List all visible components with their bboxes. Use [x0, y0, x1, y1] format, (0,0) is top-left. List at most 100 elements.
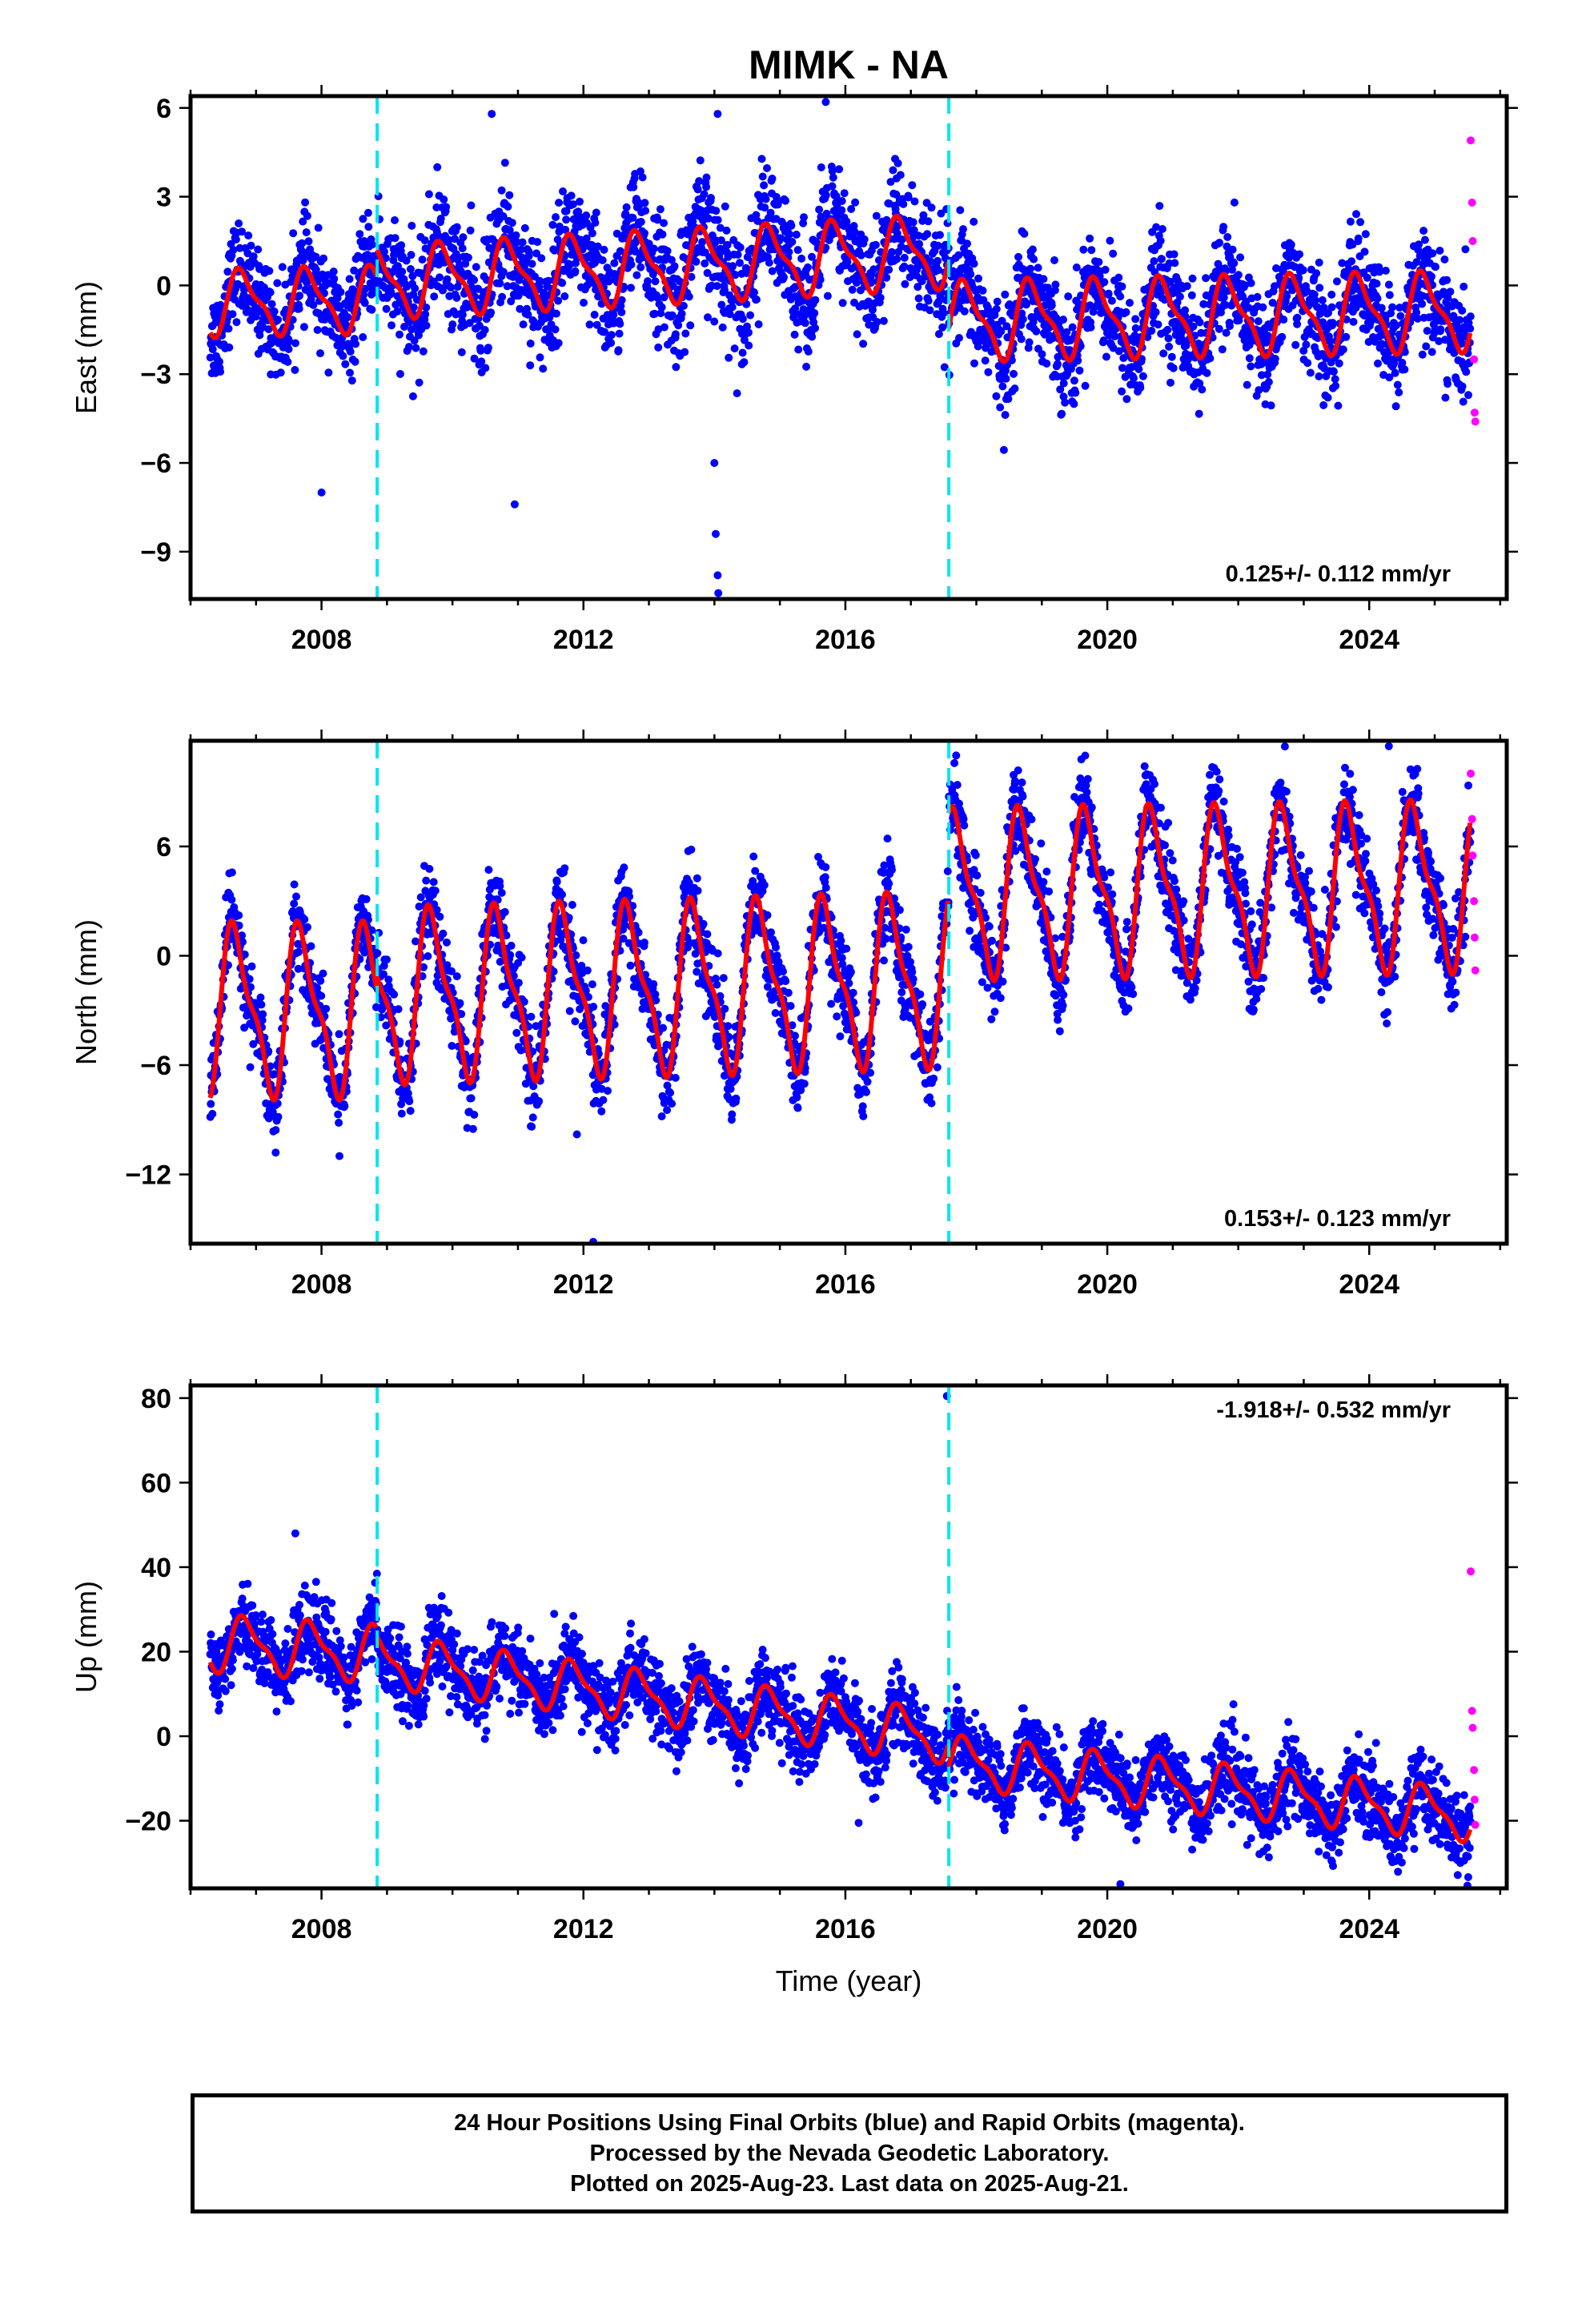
- final-orbit-point: [1458, 382, 1467, 391]
- final-orbit-point: [425, 865, 434, 873]
- final-orbit-point: [422, 304, 431, 312]
- final-orbit-point: [934, 241, 942, 250]
- final-orbit-point: [1428, 249, 1437, 258]
- final-orbit-point: [909, 226, 918, 235]
- final-orbit-point: [671, 1073, 680, 1082]
- final-orbit-point: [303, 923, 311, 931]
- final-orbit-point: [1303, 359, 1312, 368]
- final-orbit-point: [1431, 263, 1439, 271]
- final-orbit-point: [1047, 301, 1056, 310]
- final-orbit-point: [700, 190, 709, 199]
- final-orbit-point: [508, 219, 516, 227]
- final-orbit-point: [901, 279, 909, 288]
- final-orbit-point: [1443, 294, 1452, 303]
- final-orbit-point: [1254, 317, 1263, 326]
- final-orbit-point: [1415, 240, 1423, 249]
- final-orbit-point: [1342, 332, 1351, 341]
- final-orbit-point: [859, 340, 868, 348]
- final-orbit-point: [1396, 312, 1405, 320]
- final-orbit-point: [626, 961, 635, 970]
- final-orbit-point: [1058, 409, 1066, 418]
- final-orbit-point: [379, 970, 387, 979]
- final-orbit-point: [420, 236, 429, 245]
- final-orbit-point: [1338, 259, 1347, 267]
- final-orbit-point: [1043, 283, 1052, 292]
- final-orbit-point: [316, 349, 324, 358]
- final-orbit-point: [687, 272, 696, 281]
- final-orbit-point: [693, 185, 702, 194]
- final-orbit-point: [1278, 332, 1287, 341]
- final-orbit-point: [893, 159, 902, 167]
- final-orbit-point: [1187, 291, 1196, 300]
- rapid-orbit-point: [1471, 417, 1480, 426]
- final-orbit-point: [1007, 356, 1016, 364]
- final-orbit-point: [558, 891, 566, 899]
- final-orbit-point: [227, 868, 236, 877]
- final-orbit-point: [821, 191, 830, 199]
- final-orbit-point: [560, 292, 569, 300]
- final-orbit-point: [857, 251, 865, 259]
- final-orbit-point: [317, 991, 326, 1000]
- final-orbit-point: [745, 328, 753, 337]
- y-tick-label: 3: [156, 183, 171, 213]
- final-orbit-point: [535, 276, 544, 285]
- final-orbit-point: [799, 219, 808, 227]
- final-orbit-point: [319, 969, 327, 978]
- final-orbit-point: [1440, 255, 1449, 263]
- final-orbit-point: [1393, 380, 1402, 389]
- final-orbit-point: [1219, 293, 1228, 302]
- final-orbit-point: [1377, 304, 1386, 312]
- final-orbit-point: [336, 287, 345, 296]
- final-orbit-point: [340, 1102, 349, 1110]
- final-orbit-point: [467, 1094, 476, 1103]
- model-fit-line: [946, 268, 1473, 364]
- final-orbit-point: [588, 980, 596, 989]
- final-orbit-point: [1206, 354, 1215, 363]
- final-orbit-point: [294, 964, 303, 973]
- final-orbit-point: [1122, 395, 1131, 404]
- final-orbit-point: [1427, 348, 1436, 356]
- final-orbit-point: [1324, 308, 1332, 317]
- final-orbit-point: [562, 207, 571, 215]
- final-orbit-point: [1311, 296, 1319, 304]
- final-orbit-point: [815, 205, 824, 214]
- final-orbit-point: [447, 283, 456, 292]
- final-orbit-point: [307, 942, 315, 951]
- final-orbit-point: [840, 189, 849, 198]
- outlier-point: [714, 589, 723, 597]
- final-orbit-point: [1099, 336, 1108, 345]
- final-orbit-point: [1118, 364, 1126, 372]
- final-orbit-point: [657, 1112, 666, 1120]
- final-orbit-point: [246, 1063, 255, 1072]
- final-orbit-point: [452, 223, 461, 231]
- final-orbit-point: [346, 368, 354, 377]
- final-orbit-point: [367, 305, 376, 314]
- final-orbit-point: [411, 284, 420, 293]
- final-orbit-point: [704, 313, 712, 322]
- final-orbit-point: [1335, 359, 1343, 368]
- final-orbit-point: [535, 283, 544, 292]
- final-orbit-point: [702, 173, 711, 182]
- final-orbit-point: [604, 1087, 612, 1096]
- final-orbit-point: [923, 230, 932, 239]
- final-orbit-point: [590, 311, 599, 319]
- final-orbit-point: [387, 321, 396, 330]
- final-orbit-point: [620, 863, 628, 872]
- final-orbit-point: [457, 348, 466, 356]
- final-orbit-point: [1459, 397, 1468, 406]
- final-orbit-point: [1395, 304, 1404, 312]
- final-orbit-point: [1126, 299, 1134, 308]
- final-orbit-point: [593, 242, 602, 251]
- final-orbit-point: [391, 234, 400, 243]
- final-orbit-point: [687, 845, 696, 854]
- final-orbit-point: [295, 292, 304, 300]
- final-orbit-point: [1038, 350, 1046, 359]
- final-orbit-point: [295, 947, 303, 956]
- final-orbit-point: [257, 1000, 266, 1009]
- final-orbit-point: [730, 344, 739, 353]
- final-orbit-point: [1427, 272, 1435, 281]
- final-orbit-point: [725, 353, 733, 362]
- final-orbit-point: [817, 163, 825, 171]
- final-orbit-point: [1420, 235, 1429, 244]
- final-orbit-point: [267, 300, 276, 308]
